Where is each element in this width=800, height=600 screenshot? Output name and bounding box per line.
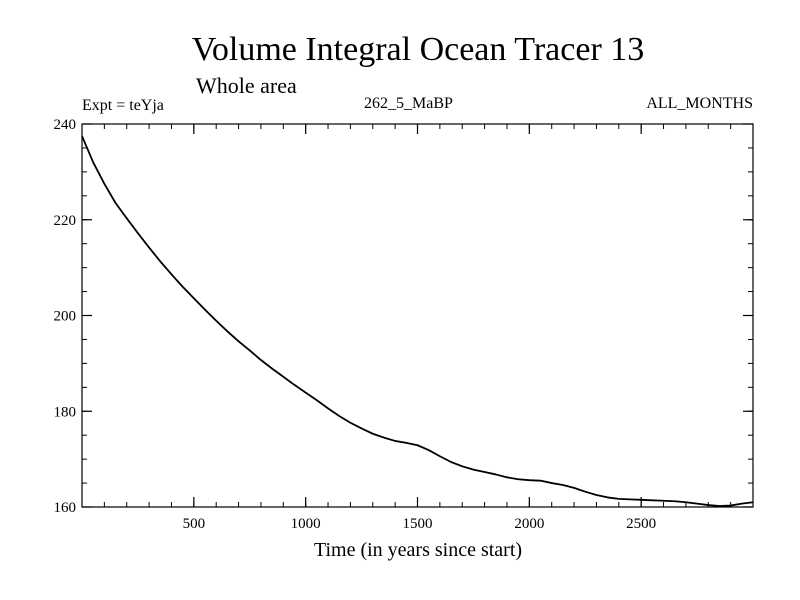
y-tick-label: 240: [54, 117, 77, 133]
annotation-period: 262_5_MaBP: [364, 95, 453, 112]
tick-labels: 500 1000 1500 2000 2500 160 180 200 220 240: [54, 117, 657, 532]
x-tick-label: 2500: [626, 516, 656, 532]
chart-subtitle: Whole area: [196, 73, 297, 98]
x-tick-label: 1500: [403, 516, 433, 532]
chart-title: Volume Integral Ocean Tracer 13: [192, 31, 645, 68]
axis-ticks: [82, 123, 753, 508]
x-axis-label: Time (in years since start): [314, 539, 522, 561]
annotation-experiment: Expt = teYja: [82, 97, 164, 114]
plot-frame: [81, 123, 754, 508]
y-tick-label: 160: [54, 500, 77, 516]
y-tick-label: 180: [54, 404, 77, 420]
series-line: [81, 135, 754, 507]
y-tick-label: 200: [54, 309, 77, 325]
series-layer: [81, 135, 754, 507]
x-tick-label: 2000: [514, 516, 544, 532]
annotation-months: ALL_MONTHS: [646, 95, 753, 112]
y-tick-label: 220: [54, 213, 77, 229]
x-tick-label: 1000: [291, 516, 321, 532]
x-tick-label: 500: [183, 516, 206, 532]
